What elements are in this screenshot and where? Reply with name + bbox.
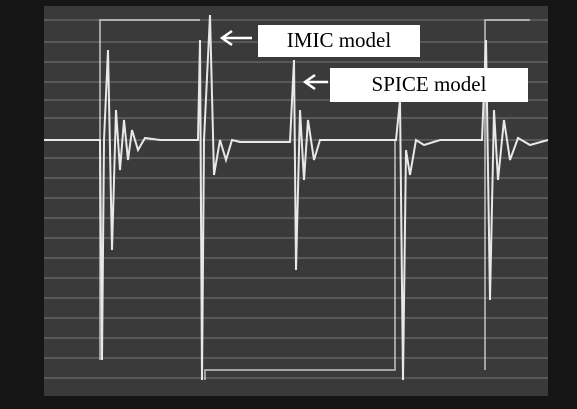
annotation-label: SPICE model [372, 72, 487, 96]
label-box [258, 25, 420, 57]
arrows [219, 29, 328, 91]
label-box [330, 68, 528, 102]
annotation-label: IMIC model [287, 28, 392, 52]
